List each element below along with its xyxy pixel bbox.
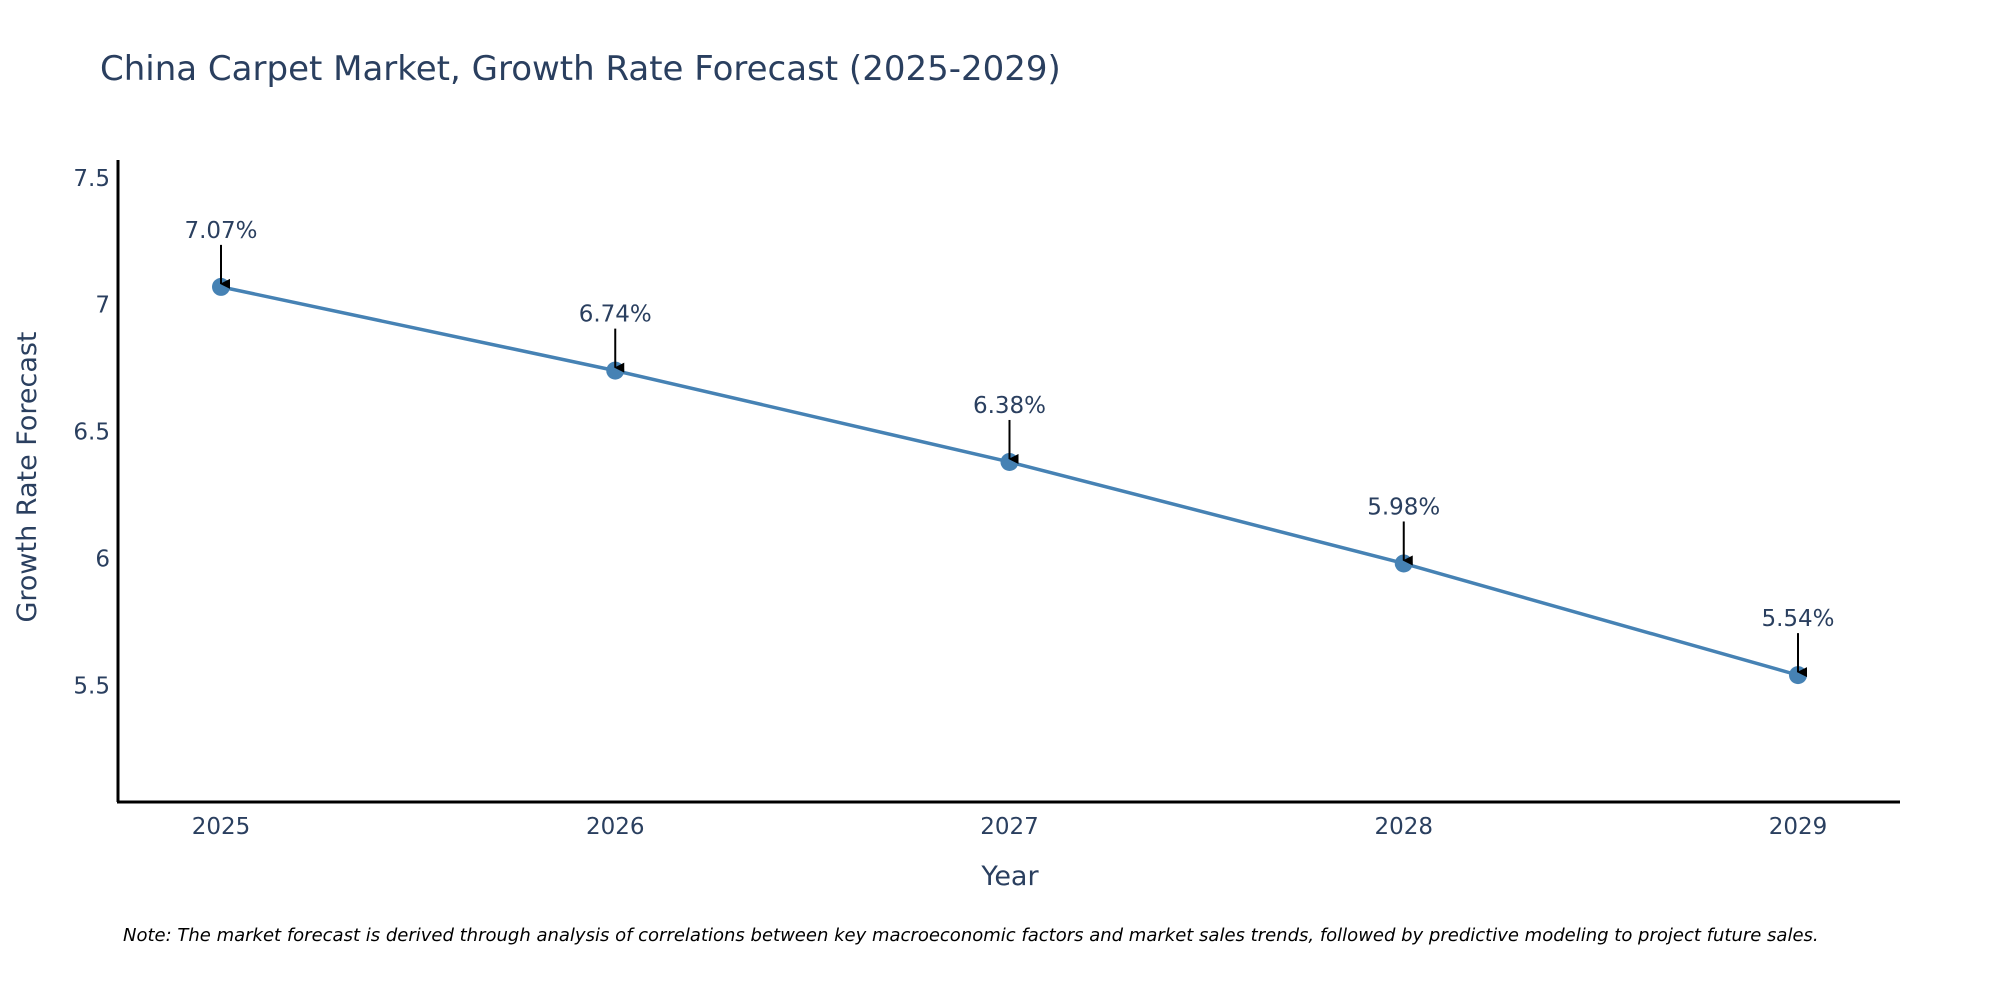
y-tick-label: 7	[95, 293, 110, 319]
y-tick-label: 6	[95, 546, 110, 572]
y-axis-title: Growth Rate Forecast	[12, 331, 43, 622]
y-tick-label: 6.5	[73, 420, 110, 446]
data-label: 5.54%	[1761, 606, 1834, 632]
series-line	[220, 285, 1799, 677]
x-tick-label: 2025	[192, 814, 251, 840]
series-group	[212, 277, 1807, 685]
data-label: 7.07%	[184, 218, 257, 244]
y-tick-label: 5.5	[73, 673, 110, 699]
annotations-group: 7.07% 6.74% 6.38% 5.98% 5.54%	[184, 218, 1835, 678]
y-tick-label: 7.5	[73, 166, 110, 192]
x-tick-labels: 2025 2026 2027 2028 2029	[192, 814, 1828, 840]
chart-title: China Carpet Market, Growth Rate Forecas…	[100, 49, 1061, 89]
y-axis-title-group: Growth Rate Forecast	[12, 331, 43, 622]
y-tick-labels: 5.5 6 6.5 7 7.5	[73, 166, 110, 700]
x-tick-label: 2029	[1769, 814, 1828, 840]
x-tick-label: 2027	[980, 814, 1039, 840]
chart-note: Note: The market forecast is derived thr…	[123, 925, 1819, 946]
x-tick-label: 2028	[1374, 814, 1433, 840]
data-label: 6.38%	[973, 393, 1046, 419]
data-label: 5.98%	[1367, 494, 1440, 520]
data-label: 6.74%	[579, 302, 652, 328]
x-tick-label: 2026	[586, 814, 645, 840]
x-axis-title: Year	[980, 861, 1039, 892]
